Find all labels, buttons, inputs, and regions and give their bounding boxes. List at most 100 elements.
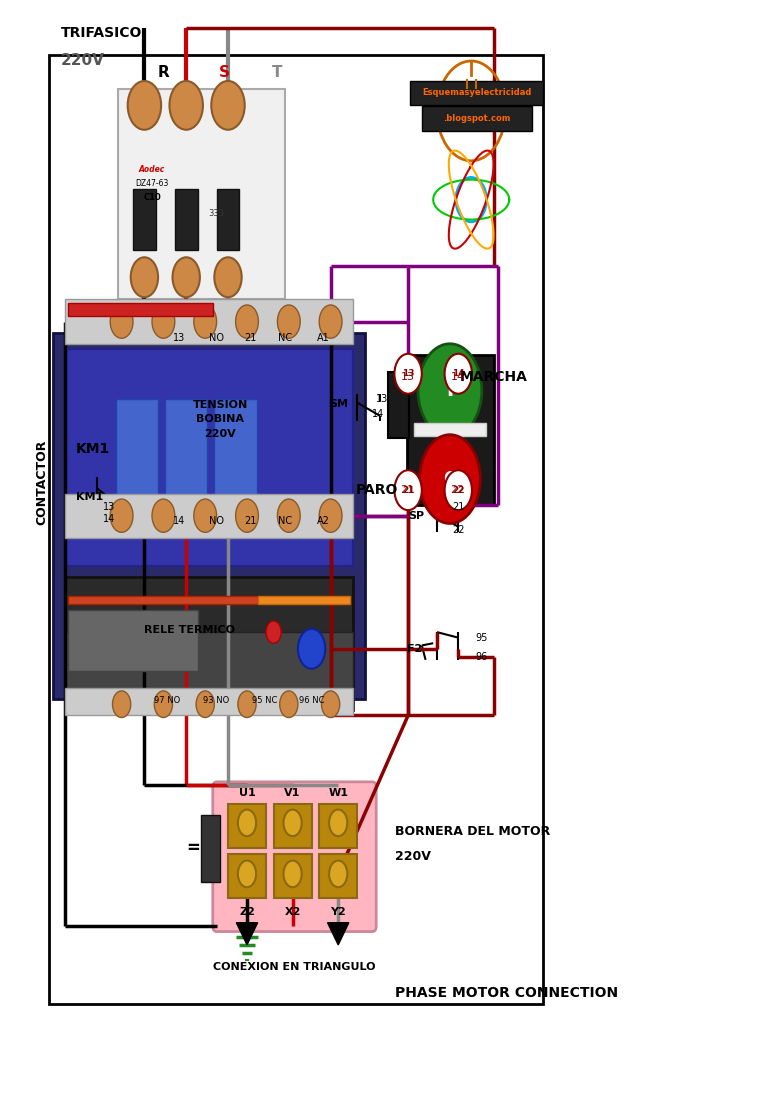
Bar — [133, 189, 156, 250]
Text: KM1: KM1 — [76, 442, 110, 456]
Text: 13: 13 — [401, 372, 414, 383]
Circle shape — [152, 499, 175, 532]
Text: SP: SP — [408, 510, 424, 521]
Bar — [422, 106, 532, 131]
Bar — [49, 55, 543, 1004]
Text: RELE TERMICO: RELE TERMICO — [144, 624, 236, 635]
Bar — [319, 854, 357, 898]
Circle shape — [238, 810, 256, 836]
Circle shape — [214, 257, 242, 297]
Text: S: S — [219, 64, 230, 80]
Text: TENSION: TENSION — [193, 399, 248, 410]
Polygon shape — [236, 923, 258, 945]
Circle shape — [280, 691, 298, 718]
Circle shape — [277, 499, 300, 532]
Text: 14: 14 — [451, 372, 464, 383]
Polygon shape — [328, 923, 349, 945]
Circle shape — [173, 257, 200, 297]
Text: R: R — [157, 64, 169, 80]
Text: 13: 13 — [173, 333, 185, 344]
Text: 22: 22 — [452, 486, 464, 495]
Text: MARCHA: MARCHA — [460, 370, 527, 384]
Bar — [68, 596, 258, 604]
Circle shape — [110, 499, 133, 532]
Text: Esquemasyelectricidad: Esquemasyelectricidad — [422, 88, 531, 96]
Bar — [228, 804, 266, 848]
Text: 22: 22 — [452, 525, 464, 536]
Text: 13: 13 — [402, 369, 414, 378]
Text: 14: 14 — [452, 369, 464, 378]
Circle shape — [196, 691, 214, 718]
Bar — [65, 577, 353, 710]
Text: 220V: 220V — [395, 849, 431, 863]
Circle shape — [277, 305, 300, 338]
Text: Z2: Z2 — [239, 906, 255, 917]
Text: PHASE MOTOR CONNECTION: PHASE MOTOR CONNECTION — [395, 986, 619, 999]
Text: 95: 95 — [475, 632, 487, 643]
Circle shape — [445, 354, 472, 394]
Circle shape — [283, 810, 302, 836]
Text: X2: X2 — [284, 906, 301, 917]
Text: 21: 21 — [452, 501, 464, 512]
Bar — [116, 399, 158, 532]
Text: W1: W1 — [328, 787, 348, 798]
Bar — [217, 189, 239, 250]
Text: 95 NC: 95 NC — [252, 696, 277, 705]
Circle shape — [283, 861, 302, 887]
Circle shape — [169, 81, 203, 130]
Text: 333: 333 — [208, 210, 225, 218]
Circle shape — [266, 621, 281, 643]
Circle shape — [236, 499, 258, 532]
Bar — [274, 854, 312, 898]
Circle shape — [211, 81, 245, 130]
Bar — [65, 632, 353, 710]
Bar — [118, 89, 285, 299]
Text: DZ47-63: DZ47-63 — [135, 180, 169, 189]
Circle shape — [110, 305, 133, 338]
Text: NO: NO — [209, 333, 224, 344]
Circle shape — [321, 691, 340, 718]
Bar — [65, 299, 353, 344]
Text: 220V: 220V — [204, 428, 236, 439]
Bar — [410, 81, 543, 105]
Bar — [274, 804, 312, 848]
Circle shape — [319, 499, 342, 532]
Circle shape — [238, 861, 256, 887]
Circle shape — [445, 470, 472, 510]
Text: Aodec: Aodec — [139, 165, 165, 174]
Text: BOBINA: BOBINA — [196, 414, 245, 425]
Bar — [53, 333, 365, 699]
Circle shape — [418, 344, 482, 437]
Text: 21: 21 — [245, 333, 257, 344]
Circle shape — [329, 810, 347, 836]
Text: CONEXION EN TRIANGULO: CONEXION EN TRIANGULO — [213, 962, 375, 973]
Text: NC: NC — [278, 516, 292, 527]
Text: C10: C10 — [143, 193, 161, 202]
Text: 21: 21 — [402, 486, 414, 495]
Text: A1: A1 — [317, 333, 329, 344]
Circle shape — [194, 499, 217, 532]
Circle shape — [394, 354, 422, 394]
Text: 21: 21 — [401, 485, 414, 496]
Circle shape — [152, 305, 175, 338]
Circle shape — [194, 305, 217, 338]
Text: T: T — [272, 64, 283, 80]
Text: I: I — [446, 380, 454, 400]
Text: 22: 22 — [451, 485, 464, 496]
Text: 14: 14 — [173, 516, 185, 527]
Circle shape — [128, 81, 161, 130]
Text: 96 NC: 96 NC — [299, 696, 325, 705]
Bar — [201, 815, 220, 882]
Bar — [165, 399, 207, 532]
Bar — [65, 494, 353, 538]
FancyBboxPatch shape — [213, 782, 376, 932]
Text: BORNERA DEL MOTOR: BORNERA DEL MOTOR — [395, 825, 550, 838]
Text: O: O — [443, 470, 457, 488]
Bar — [414, 423, 486, 436]
Circle shape — [298, 629, 325, 669]
Text: =: = — [186, 840, 200, 857]
Text: SM: SM — [329, 398, 348, 409]
Text: 21: 21 — [245, 516, 257, 527]
Text: 220V: 220V — [61, 53, 105, 69]
Text: V1: V1 — [284, 787, 301, 798]
